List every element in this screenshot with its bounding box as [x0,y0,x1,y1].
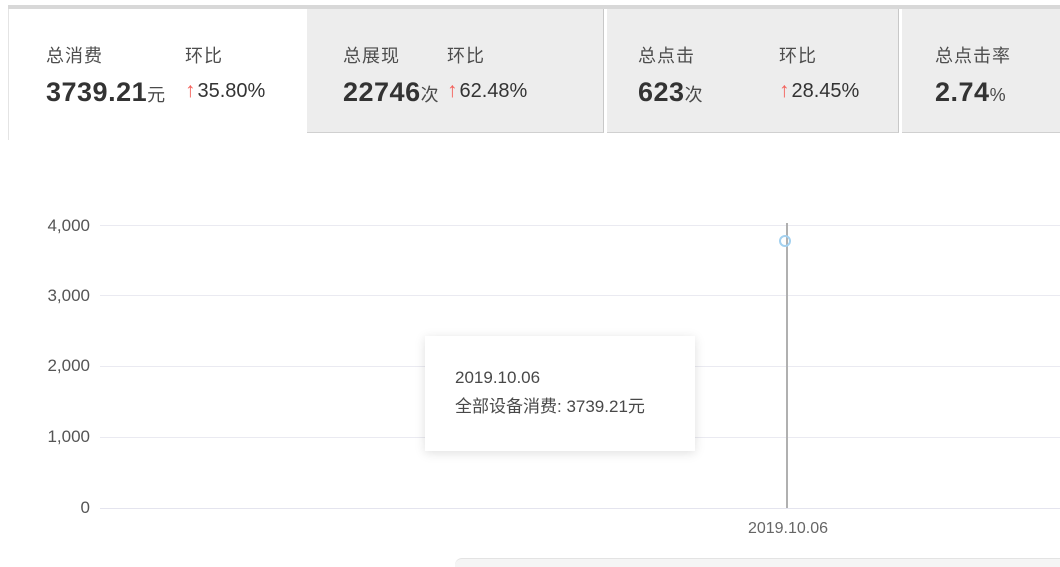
compare-label: 环比 [447,46,485,66]
stat-value: 2.74 [935,77,990,107]
stat-tab-total-cost[interactable]: 总消费 3739.21元 环比 ↑ 35.80% [8,9,306,140]
stat-tab-total-ctr[interactable]: 总点击率 2.74% [902,9,1060,133]
up-arrow-icon: ↑ [447,79,458,102]
stat-unit: 次 [420,85,439,105]
data-point-2019-10-06[interactable] [779,235,791,247]
stat-tab-total-impressions[interactable]: 总展现 22746次 环比 ↑ 62.48% [307,9,604,133]
stat-tab-total-clicks[interactable]: 总点击 623次 环比 ↑ 28.45% [607,9,899,133]
stat-label: 总消费 [46,46,103,66]
up-arrow-icon: ↑ [779,79,790,102]
stat-unit: 次 [684,85,703,105]
stat-unit: % [989,85,1006,105]
bottom-panel-edge [455,558,1060,567]
stat-label: 总点击率 [935,46,1011,66]
x-axis-line [100,508,1060,509]
hover-marker-line [786,223,788,508]
stat-value: 3739.21 [46,77,148,107]
compare-value: 62.48% [459,80,528,102]
chart-tooltip: 2019.10.06 全部设备消费: 3739.21元 [425,336,695,451]
tooltip-date: 2019.10.06 [455,368,541,387]
compare-label: 环比 [185,46,223,66]
tooltip-value: 全部设备消费: 3739.21元 [455,397,645,416]
up-arrow-icon: ↑ [185,79,196,102]
gridline-3000 [100,295,1060,296]
stat-label: 总展现 [343,46,400,66]
y-tick-0: 0 [80,498,90,517]
compare-label: 环比 [779,46,817,66]
consumption-line-chart: 4,000 3,000 2,000 1,000 0 2019.10.06 全部设… [0,150,1060,567]
stat-label: 总点击 [638,46,695,66]
x-axis-label: 2019.10.06 [747,520,829,537]
stat-value: 22746 [343,77,421,107]
y-tick-3000: 3,000 [47,286,90,305]
gridline-4000 [100,225,1060,226]
compare-value: 28.45% [791,80,860,102]
y-tick-4000: 4,000 [47,216,90,235]
stat-unit: 元 [147,85,166,105]
y-tick-1000: 1,000 [47,427,90,446]
stat-bar-top-border [8,5,1060,9]
compare-value: 35.80% [197,80,266,102]
stat-value: 623 [638,77,685,107]
y-tick-2000: 2,000 [47,356,90,375]
